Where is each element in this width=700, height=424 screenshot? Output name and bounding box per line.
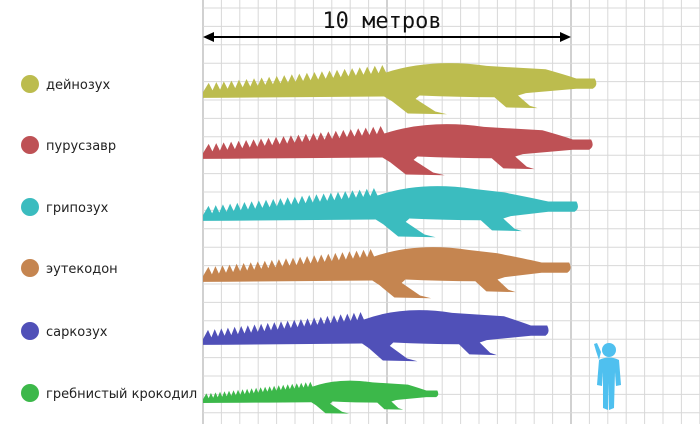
legend-label-purussaurus: пурусзавр (46, 139, 116, 154)
legend-label-deinosuchus: дейнозух (46, 78, 110, 93)
human-silhouette-icon (594, 343, 621, 410)
legend-swatch-euthecodon (21, 259, 39, 277)
silhouette-gryposuchus (203, 186, 578, 238)
legend-label-euthecodon: эутекодон (46, 262, 118, 277)
silhouette-sarcosuchus (203, 310, 549, 362)
silhouettes (203, 63, 597, 414)
scale-bar: 10 метров (203, 9, 571, 42)
legend-swatch-gryposuchus (21, 198, 39, 216)
silhouette-saltwater (203, 380, 439, 414)
legend-label-saltwater: гребнистый крокодил (46, 387, 197, 402)
scale-arrow-left-icon (203, 32, 214, 42)
legend-swatch-saltwater (21, 384, 39, 402)
legend-label-sarcosuchus: саркозух (46, 325, 108, 340)
legend-swatch-deinosuchus (21, 75, 39, 93)
scale-label: 10 метров (322, 9, 441, 34)
silhouette-deinosuchus (203, 63, 597, 115)
legend-label-gryposuchus: грипозух (46, 201, 109, 216)
legend-swatch-sarcosuchus (21, 322, 39, 340)
silhouette-euthecodon (203, 247, 571, 299)
legend: дейнозух пурусзавр грипозух эутекодон саркоз… (21, 75, 197, 402)
scale-arrow-right-icon (560, 32, 571, 42)
legend-swatch-purussaurus (21, 136, 39, 154)
silhouette-purussaurus (203, 124, 593, 176)
